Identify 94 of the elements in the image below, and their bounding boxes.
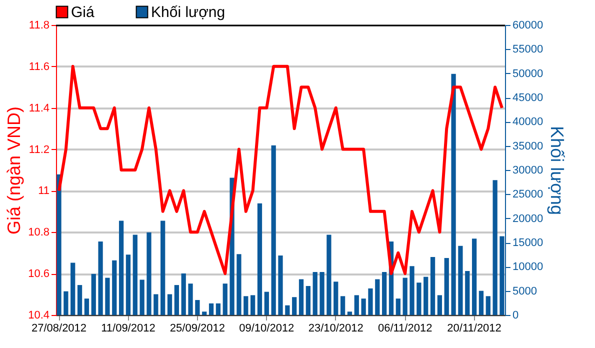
bar [382, 272, 387, 315]
x-tick-label: 23/10/2012 [308, 322, 364, 334]
bar [354, 295, 359, 315]
bar [188, 284, 193, 315]
bar [306, 286, 311, 315]
bar [126, 254, 131, 315]
bar [451, 74, 456, 315]
bar [222, 284, 228, 315]
y-axis-title: Giá (ngàn VND) [4, 106, 24, 235]
bar [326, 234, 332, 315]
bar [320, 272, 324, 315]
y-tick-label: 10.6 [28, 268, 50, 280]
bar [112, 260, 117, 315]
bar [424, 276, 428, 315]
y2-axis-title: Khối lượng [547, 126, 568, 215]
bar [347, 312, 352, 315]
bar [368, 288, 373, 315]
bar [77, 285, 82, 315]
bar [292, 297, 297, 315]
bar [492, 180, 498, 315]
bar [160, 220, 166, 315]
bar [312, 272, 318, 315]
bar [472, 238, 477, 315]
bar [118, 220, 124, 315]
y2-tick-label: 25000 [512, 188, 544, 201]
bar [216, 303, 221, 315]
y2-tick-label: 20000 [512, 212, 544, 225]
bar [195, 300, 200, 315]
y2-tick-label: 0 [512, 310, 519, 322]
legend-label: Giá [71, 4, 95, 21]
x-tick-label: 11/09/2012 [101, 322, 156, 334]
bar [334, 282, 338, 315]
bar [84, 298, 90, 315]
bar [444, 258, 449, 315]
bar [396, 298, 400, 315]
bar [244, 296, 248, 315]
bar [361, 298, 366, 315]
bar [105, 278, 110, 315]
y-tick-label: 11.8 [28, 20, 50, 32]
bar [250, 295, 256, 315]
y2-tick-label: 40000 [512, 116, 544, 128]
bar [278, 256, 283, 315]
bar [465, 271, 470, 315]
bar [56, 174, 62, 315]
x-tick-label: 27/08/2012 [31, 322, 87, 334]
bar [458, 246, 463, 315]
bar [140, 280, 144, 315]
bar [236, 254, 242, 315]
bar [271, 145, 276, 315]
legend-label: Khối lượng [151, 4, 226, 21]
bar [478, 290, 484, 315]
bar [416, 282, 422, 315]
bar [430, 257, 436, 315]
x-tick-label: 25/09/2012 [170, 322, 225, 334]
bar [208, 303, 214, 315]
y2-tick-label: 35000 [512, 140, 544, 152]
bar [154, 294, 158, 315]
bar [375, 279, 380, 315]
y-tick-label: 11.6 [28, 60, 50, 73]
bar [98, 242, 103, 315]
bar [64, 291, 68, 315]
x-tick-label: 09/10/2012 [239, 322, 294, 334]
y2-tick-label: 5000 [512, 285, 537, 298]
bar [91, 274, 96, 315]
bar [70, 262, 76, 315]
y-tick-label: 11 [38, 185, 50, 198]
y2-tick-label: 10000 [512, 261, 544, 274]
y2-tick-label: 15000 [512, 237, 544, 249]
y2-tick-label: 45000 [512, 92, 544, 104]
y2-tick-label: 55000 [512, 44, 544, 56]
x-tick-label: 20/11/2012 [447, 322, 502, 334]
x-tick-label: 06/11/2012 [378, 322, 432, 334]
bar [132, 234, 138, 315]
bar [410, 266, 414, 315]
bar [298, 279, 304, 315]
bar [181, 273, 186, 315]
y2-tick-label: 30000 [512, 164, 544, 176]
bar [285, 305, 290, 315]
bar [174, 285, 179, 315]
y-tick-label: 10.4 [28, 310, 50, 322]
bar [402, 278, 408, 315]
bar [257, 203, 262, 315]
y-tick-label: 11.2 [28, 144, 50, 156]
y-tick-label: 10.8 [28, 226, 50, 239]
bar [167, 294, 172, 315]
y-tick-label: 11.4 [28, 102, 50, 114]
bar [146, 232, 152, 315]
bar [264, 292, 269, 315]
y2-tick-label: 50000 [512, 68, 544, 80]
bar [202, 312, 207, 315]
bar [437, 295, 442, 315]
bar [340, 296, 346, 315]
y2-tick-label: 60000 [512, 20, 544, 32]
bar [486, 296, 490, 315]
